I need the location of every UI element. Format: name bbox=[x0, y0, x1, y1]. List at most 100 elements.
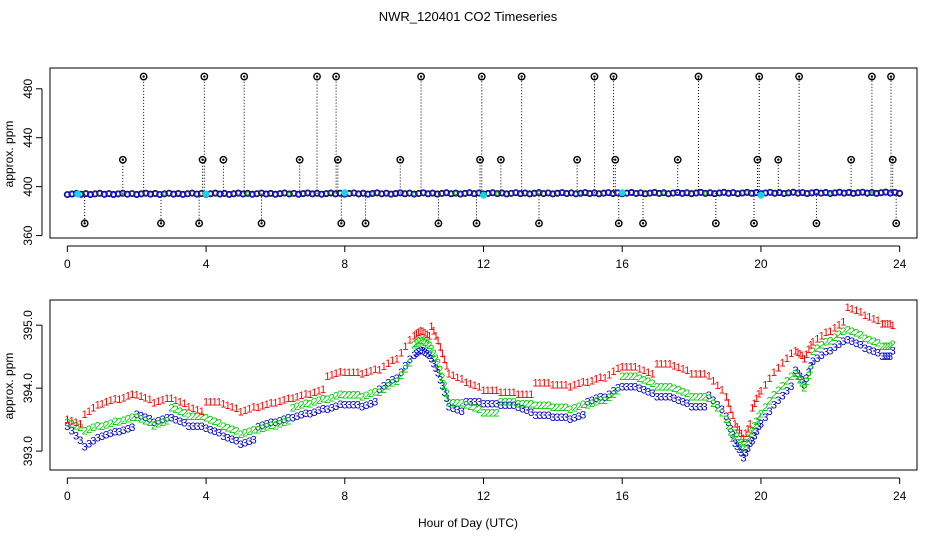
series-2-point: 2 bbox=[426, 340, 432, 352]
x-tick-label: 12 bbox=[477, 257, 491, 271]
outlier-point bbox=[118, 155, 127, 164]
highlight-point bbox=[341, 189, 349, 197]
series-1-point: 1 bbox=[580, 377, 586, 389]
series-3-point: 3 bbox=[251, 434, 257, 446]
series-2-point: 2 bbox=[147, 417, 153, 429]
series-3-point: 3 bbox=[281, 414, 287, 426]
series-1-point: 1 bbox=[160, 394, 166, 406]
series-1-point: 1 bbox=[268, 397, 274, 409]
series-3-point: 3 bbox=[147, 414, 153, 426]
series-3: 3333333333333333333333333333333333333333… bbox=[64, 335, 896, 465]
series-1-point: 1 bbox=[584, 377, 590, 389]
series-3-point: 3 bbox=[862, 343, 868, 355]
series-1-point: 1 bbox=[882, 318, 888, 330]
series-1-point: 1 bbox=[654, 359, 660, 371]
series-2-point: 2 bbox=[422, 337, 428, 349]
series-2-point: 2 bbox=[506, 396, 512, 408]
series-2-point: 2 bbox=[676, 385, 682, 397]
series-3-point: 3 bbox=[77, 435, 83, 447]
series-2-point: 2 bbox=[584, 400, 590, 412]
series-3-point: 3 bbox=[376, 384, 382, 396]
series-1-point: 1 bbox=[803, 349, 809, 361]
series-2-point: 2 bbox=[411, 340, 417, 352]
series-3-point: 3 bbox=[303, 408, 309, 420]
series-2-point: 2 bbox=[77, 422, 83, 434]
series-1-point: 1 bbox=[207, 396, 213, 408]
series-2-point: 2 bbox=[121, 415, 127, 427]
outlier-point bbox=[332, 72, 341, 81]
series-3-point: 3 bbox=[887, 351, 893, 363]
series-2-point: 2 bbox=[155, 419, 161, 431]
series-1-point: 1 bbox=[576, 378, 582, 390]
series-3-point: 3 bbox=[879, 351, 885, 363]
series-1-point: 1 bbox=[641, 365, 647, 377]
outlier-point bbox=[337, 219, 346, 228]
series-3-point: 3 bbox=[580, 409, 586, 421]
series-2-point: 2 bbox=[602, 395, 608, 407]
series-3-point: 3 bbox=[168, 413, 174, 425]
series-3-point: 3 bbox=[112, 426, 118, 438]
outlier-point bbox=[517, 72, 526, 81]
series-1-point: 1 bbox=[303, 389, 309, 401]
series-1-point: 1 bbox=[281, 394, 287, 406]
series-1-point: 1 bbox=[823, 327, 829, 339]
outlier-point bbox=[849, 158, 853, 161]
series-1-point: 1 bbox=[799, 350, 805, 362]
outlier-point bbox=[756, 158, 759, 161]
outlier-point bbox=[437, 222, 440, 225]
series-1-point: 1 bbox=[324, 371, 330, 383]
series-2-point: 2 bbox=[890, 339, 896, 351]
series-2-point: 2 bbox=[762, 402, 768, 414]
outlier-point bbox=[476, 155, 484, 164]
series-2-point: 2 bbox=[298, 400, 304, 412]
series-3-point: 3 bbox=[298, 410, 304, 422]
series-1-point: 1 bbox=[632, 362, 638, 374]
series-3-point: 3 bbox=[121, 425, 127, 437]
series-2-point: 2 bbox=[806, 370, 812, 382]
series-1-point: 1 bbox=[866, 312, 872, 324]
series-3-point: 3 bbox=[272, 417, 278, 429]
outlier-point bbox=[478, 158, 482, 161]
baseline-point bbox=[453, 190, 458, 196]
series-3-point: 3 bbox=[615, 383, 621, 395]
series-2-point: 2 bbox=[702, 391, 708, 403]
series-2-point: 2 bbox=[758, 408, 764, 420]
series-1-point: 1 bbox=[454, 372, 460, 384]
series-2-point: 2 bbox=[103, 419, 109, 431]
series-3-point: 3 bbox=[795, 368, 801, 380]
series-1-point: 1 bbox=[567, 381, 573, 393]
outlier-point bbox=[868, 72, 876, 81]
series-1-point: 1 bbox=[103, 397, 109, 409]
series-2-point: 2 bbox=[431, 348, 437, 360]
series-3-point: 3 bbox=[719, 404, 725, 416]
series-2-point: 2 bbox=[220, 421, 226, 433]
series-3-point: 3 bbox=[689, 401, 695, 413]
series-1-point: 1 bbox=[808, 339, 814, 351]
series-3-point: 3 bbox=[186, 421, 192, 433]
y-axis-bottom: 393.0 394.0 395.0 bbox=[21, 310, 43, 466]
x-tick-label: 4 bbox=[203, 489, 210, 503]
series-3-point: 3 bbox=[385, 377, 391, 389]
series-1-point: 1 bbox=[780, 358, 786, 370]
series-2-point: 2 bbox=[99, 421, 105, 433]
series-3-point: 3 bbox=[489, 398, 495, 410]
series-2-point: 2 bbox=[747, 428, 753, 440]
series-3-point: 3 bbox=[99, 431, 105, 443]
outlier-point bbox=[364, 222, 367, 225]
series-2-point: 2 bbox=[402, 364, 408, 376]
series-1-point: 1 bbox=[610, 366, 616, 378]
series-2-point: 2 bbox=[177, 406, 183, 418]
series-1-point: 1 bbox=[398, 347, 404, 359]
series-1-point: 1 bbox=[95, 400, 101, 412]
series-1-point: 1 bbox=[394, 354, 400, 366]
series-3-point: 3 bbox=[435, 368, 441, 380]
series-1-point: 1 bbox=[493, 385, 499, 397]
series-2-point: 2 bbox=[650, 378, 656, 390]
series-2-point: 2 bbox=[199, 411, 205, 423]
outlier-point bbox=[313, 72, 321, 81]
outlier-point bbox=[83, 222, 86, 225]
series-1-point: 1 bbox=[762, 379, 768, 391]
series-1-point: 1 bbox=[337, 366, 343, 378]
series-3-point: 3 bbox=[610, 386, 616, 398]
series-1-point: 1 bbox=[827, 326, 833, 338]
